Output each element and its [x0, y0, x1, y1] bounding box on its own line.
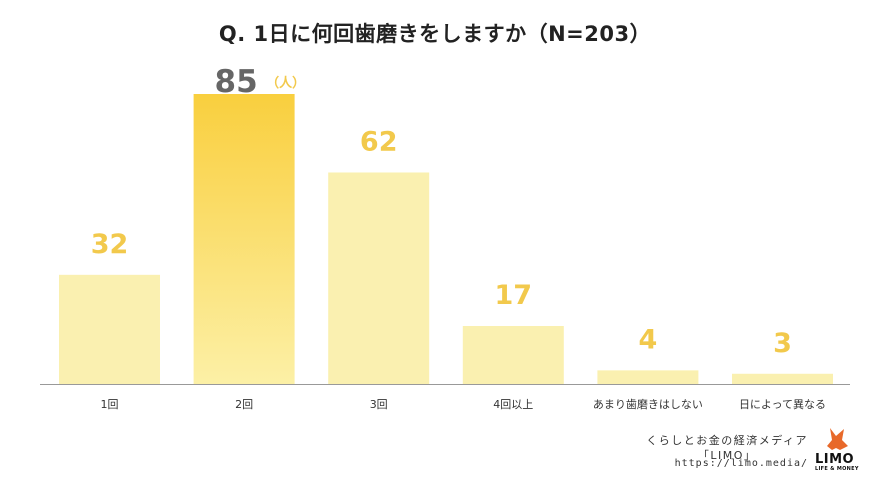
fox-icon	[827, 428, 848, 450]
category-label-3: 4回以上	[493, 398, 533, 411]
footer-url: https://limo.media/	[674, 458, 808, 469]
category-label-2: 3回	[370, 398, 388, 411]
value-label-2: 62	[360, 126, 398, 157]
category-label-1: 2回	[235, 398, 253, 411]
bar-0	[59, 274, 160, 384]
footer-tagline: くらしとお金の経済メディア 「LIMO」	[646, 433, 808, 463]
value-label-3: 17	[495, 280, 533, 311]
value-label-5: 3	[773, 328, 792, 359]
footer-line1: くらしとお金の経済メディア	[646, 434, 808, 447]
footer-line2: 「LIMO」	[697, 449, 757, 462]
unit-label: （人）	[266, 75, 305, 91]
logo-subtitle: LIFE & MONEY	[815, 466, 859, 472]
category-label-5: 日によって異なる	[739, 398, 826, 411]
chart-title: Q. 1日に何回歯磨きをしますか（N=203）	[218, 22, 652, 46]
bar-5	[732, 373, 833, 384]
bar-4	[597, 370, 699, 384]
value-label-0: 32	[91, 229, 129, 260]
bar-3	[462, 326, 564, 384]
category-label-4: あまり歯磨きはしない	[593, 398, 703, 411]
logo-wordmark: LIMO	[815, 452, 855, 467]
bar-1	[193, 94, 295, 384]
value-label-4: 4	[639, 324, 658, 355]
category-label-0: 1回	[101, 398, 119, 411]
value-label-1: 85	[215, 64, 258, 100]
bar-2	[328, 172, 430, 384]
